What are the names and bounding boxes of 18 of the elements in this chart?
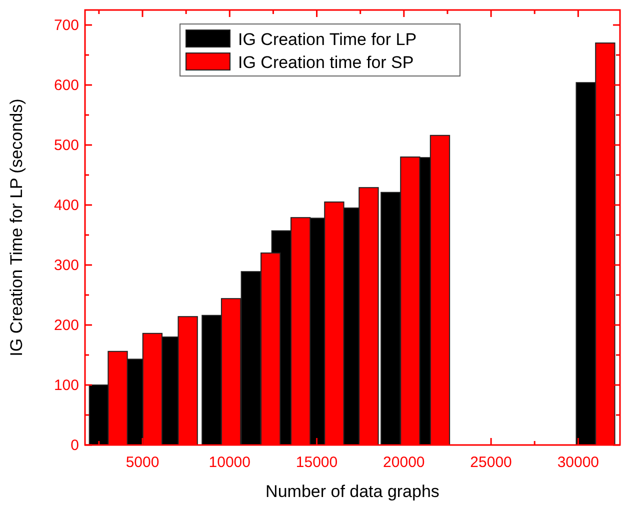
x-tick-label: 20000: [383, 454, 425, 471]
y-tick-label: 400: [54, 197, 79, 214]
x-tick-label: 15000: [296, 454, 338, 471]
x-tick-label: 30000: [557, 454, 600, 471]
y-tick-label: 700: [54, 17, 79, 34]
y-tick-label: 0: [70, 437, 79, 454]
legend-label: IG Creation Time for LP: [238, 30, 417, 49]
legend-label: IG Creation time for SP: [238, 53, 414, 72]
x-tick-label: 25000: [470, 454, 512, 471]
y-tick-label: 500: [54, 137, 79, 154]
y-tick-label: 300: [54, 257, 79, 274]
y-tick-label: 100: [54, 377, 79, 394]
y-tick-label: 600: [54, 77, 79, 94]
y-tick-label: 200: [54, 317, 79, 334]
x-tick-label: 10000: [208, 454, 250, 471]
x-axis-title: Number of data graphs: [266, 482, 440, 501]
x-tick-label: 5000: [126, 454, 160, 471]
y-axis-title: IG Creation Time for LP (seconds): [7, 98, 26, 356]
